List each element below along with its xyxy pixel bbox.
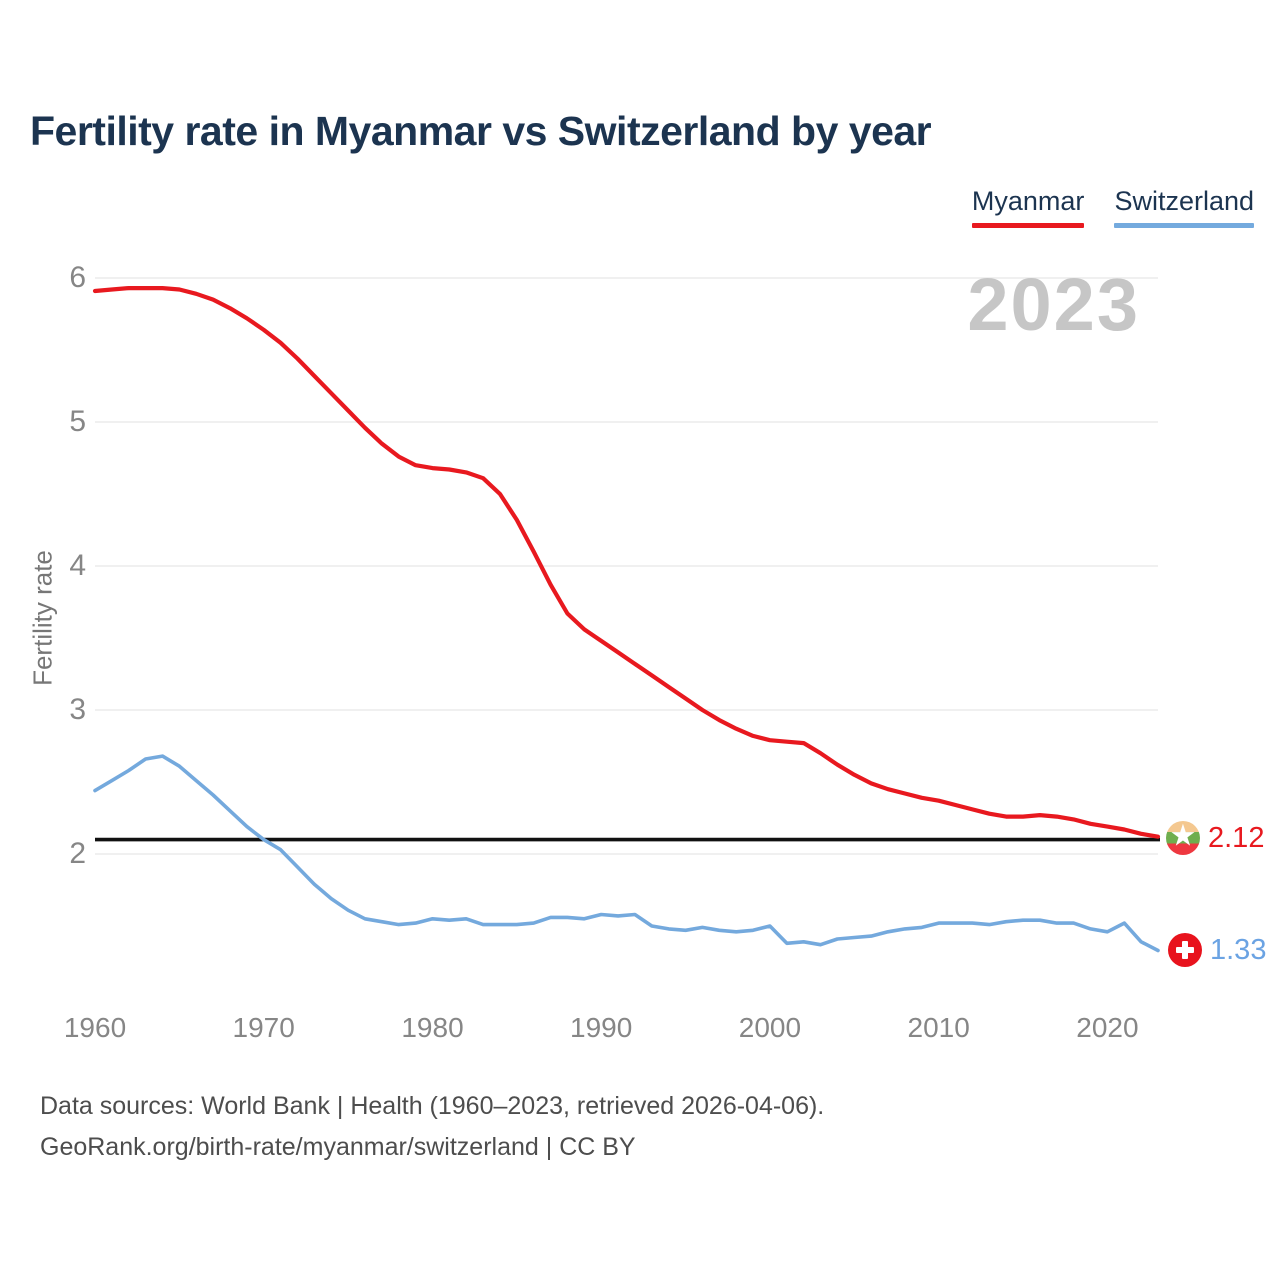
legend-item-myanmar[interactable]: Myanmar [971, 186, 1085, 228]
legend-underline-switzerland [1114, 223, 1254, 228]
x-tick-label-1980: 1980 [401, 1012, 464, 1043]
legend: Myanmar Switzerland [971, 186, 1254, 228]
y-tick-label-2: 2 [69, 837, 86, 870]
footer: Data sources: World Bank | Health (1960–… [40, 1086, 824, 1168]
myanmar-flag-icon: ★ [1166, 821, 1200, 855]
y-tick-label-3: 3 [69, 693, 86, 726]
end-label-switzerland: 1.33 [1168, 933, 1266, 967]
year-watermark: 2023 [967, 263, 1140, 346]
switzerland-flag-icon [1168, 933, 1202, 967]
legend-underline-myanmar [971, 223, 1085, 228]
footer-attribution-line: GeoRank.org/birth-rate/myanmar/switzerla… [40, 1133, 636, 1161]
y-tick-label-4: 4 [69, 549, 86, 582]
y-tick-label-5: 5 [69, 405, 86, 438]
legend-label-myanmar: Myanmar [971, 186, 1085, 216]
x-tick-label-2020: 2020 [1076, 1012, 1139, 1043]
myanmar-line [92, 286, 1161, 839]
x-tick-label-1990: 1990 [570, 1012, 633, 1043]
legend-item-switzerland[interactable]: Switzerland [1114, 186, 1254, 228]
x-tick-label-2010: 2010 [907, 1012, 970, 1043]
myanmar-star-icon: ★ [1169, 821, 1197, 854]
end-value-switzerland: 1.33 [1210, 933, 1267, 966]
x-tick-label-1970: 1970 [232, 1012, 295, 1043]
swiss-cross-icon-vertical [1182, 941, 1188, 959]
x-tick-label-2000: 2000 [738, 1012, 802, 1043]
y-tick-label-6: 6 [69, 261, 86, 294]
legend-label-switzerland: Switzerland [1114, 186, 1254, 216]
page-title: Fertility rate in Myanmar vs Switzerland… [30, 108, 932, 154]
footer-sources-line: Data sources: World Bank | Health (1960–… [40, 1092, 825, 1120]
end-value-myanmar: 2.12 [1208, 821, 1265, 854]
x-tick-label-1960: 1960 [63, 1012, 127, 1043]
switzerland-line [93, 754, 1160, 953]
end-label-myanmar: ★ 2.12 [1166, 821, 1264, 855]
